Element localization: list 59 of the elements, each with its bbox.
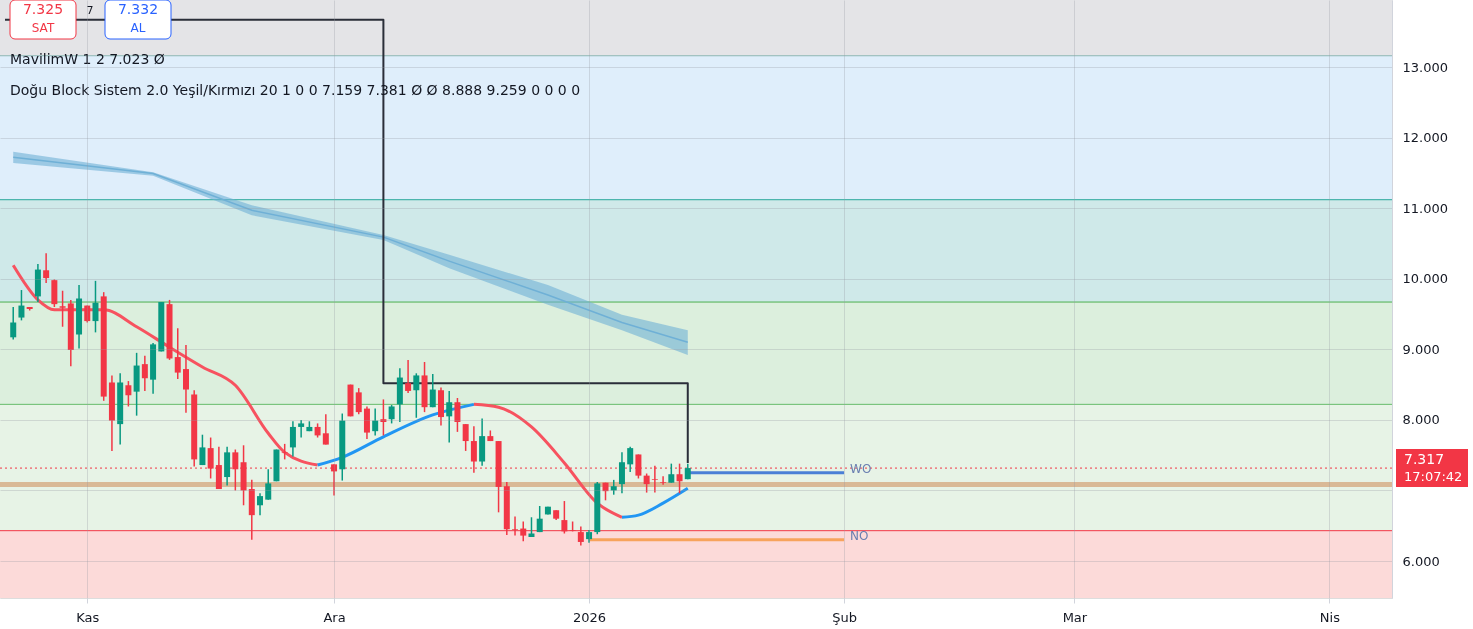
y-tick-label: 9.000	[1402, 341, 1440, 357]
y-tick-label: 6.000	[1402, 553, 1440, 569]
candlestick	[59, 289, 66, 328]
ref-line-label: 7.317	[1404, 451, 1445, 468]
candlestick	[380, 398, 387, 437]
x-tick-label: 2026	[573, 609, 607, 625]
candlestick	[199, 433, 206, 466]
candlestick	[627, 445, 634, 473]
annotation: MavilimW 1 2 7.023 Ø	[10, 51, 165, 67]
candlestick	[668, 462, 675, 484]
candlestick	[92, 280, 99, 334]
annotation: NO	[850, 528, 869, 543]
candlestick	[322, 413, 329, 446]
y-tick-label: 13.000	[1402, 59, 1448, 75]
candlestick	[618, 451, 625, 495]
candlestick	[141, 354, 148, 392]
text: 17:07:42	[1404, 469, 1463, 485]
candlestick	[363, 405, 370, 440]
x-tick-label: Nis	[1319, 609, 1341, 625]
candlestick	[413, 372, 420, 419]
y-tick-label: 10.000	[1402, 271, 1448, 287]
y-tick-label: 12.000	[1402, 130, 1448, 146]
x-tick-label: Mar	[1062, 609, 1088, 625]
line-series	[472, 402, 624, 519]
candlestick	[10, 306, 17, 341]
candlestick	[265, 468, 272, 501]
candlestick	[536, 505, 543, 533]
x-tick-label: Şub	[832, 609, 857, 625]
annotation: 7	[86, 4, 94, 17]
candlestick	[462, 423, 469, 452]
candlestick	[125, 380, 132, 408]
y-tick-label: 8.000	[1402, 412, 1440, 428]
line-series	[620, 486, 690, 519]
x-tick-label: Kas	[76, 609, 100, 625]
candlestick	[372, 407, 379, 437]
y-tick-label: 11.000	[1402, 200, 1448, 216]
candlestick	[18, 289, 25, 322]
annotation: 7.332	[117, 1, 159, 17]
candlestick	[405, 359, 412, 394]
candlestick	[51, 278, 58, 308]
candlestick	[429, 373, 436, 408]
line-series	[316, 402, 476, 467]
candlestick	[660, 475, 667, 486]
x-tick-label: Ara	[323, 609, 346, 625]
annotation: 7.325	[22, 1, 64, 17]
annotation: SAT	[31, 21, 55, 35]
candlestick	[388, 404, 395, 425]
candlestick	[643, 472, 650, 494]
annotation: WO	[850, 461, 872, 476]
candlestick	[174, 327, 181, 380]
candlestick	[43, 252, 50, 284]
candlestick	[454, 397, 461, 433]
candlestick	[298, 419, 305, 439]
candlestick	[355, 387, 362, 415]
candlestick	[289, 420, 296, 458]
candlestick	[257, 492, 264, 516]
annotation: AL	[130, 21, 146, 35]
candlestick	[446, 390, 453, 444]
candlestick	[182, 344, 189, 414]
